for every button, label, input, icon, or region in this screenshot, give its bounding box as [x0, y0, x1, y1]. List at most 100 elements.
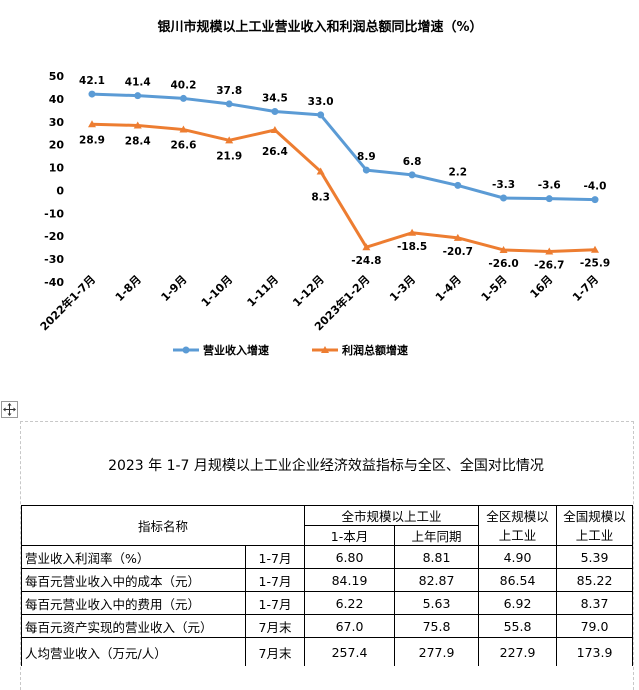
profit-growth-point: [270, 126, 279, 134]
revenue-growth-point: [134, 92, 142, 100]
x-tick-label: 1-4月: [433, 273, 464, 304]
row-city-current: 6.80: [304, 545, 396, 569]
row-city-last-year: 8.81: [394, 545, 480, 569]
x-tick-label: 1-3月: [387, 273, 418, 304]
profit-growth-point: [408, 228, 417, 236]
row-city-current: 257.4: [304, 637, 396, 666]
revenue-data-label: -3.3: [492, 179, 515, 191]
table-row: 人均营业收入（万元/人） 7月末 257.4 277.9 227.9 173.9: [21, 637, 634, 666]
table-container: [20, 421, 634, 690]
revenue-growth-point: [317, 111, 325, 119]
row-indicator-name: 人均营业收入（万元/人）: [21, 637, 246, 666]
row-region: 86.54: [478, 568, 558, 592]
row-city-current: 84.19: [304, 568, 396, 592]
revenue-growth-point: [225, 100, 233, 108]
header-city-last-year: 上年同期: [394, 525, 480, 546]
profit-growth-point: [88, 120, 96, 128]
row-indicator-name: 每百元资产实现的营业收入（元）: [21, 614, 246, 638]
row-indicator-name: 每百元营业收入中的费用（元）: [21, 591, 246, 615]
y-tick-label: 50: [49, 70, 65, 83]
row-city-current: 67.0: [304, 614, 396, 638]
profit-data-label: -20.7: [443, 246, 473, 258]
row-city-current: 6.22: [304, 591, 396, 615]
revenue-growth-point: [408, 171, 416, 179]
revenue-data-label: 41.4: [125, 77, 151, 89]
x-tick-label: 1-7月: [570, 273, 601, 304]
revenue-data-label: -4.0: [584, 181, 607, 193]
revenue-growth-point: [591, 196, 599, 204]
x-tick-label: 1-12月: [290, 273, 326, 309]
row-city-last-year: 277.9: [394, 637, 480, 666]
legend-label: 营业收入增速: [203, 343, 269, 357]
x-tick-label: 1-5月: [479, 273, 510, 304]
row-city-last-year: 82.87: [394, 568, 480, 592]
header-nation: 全国规模以上工业: [556, 505, 634, 546]
x-tick-label: 16月: [528, 273, 556, 301]
legend-marker: [182, 346, 190, 354]
profit-data-label: 26.6: [170, 140, 196, 152]
header-nation-text: 全国规模以上工业: [563, 508, 626, 543]
header-city-current: 1-本月: [304, 525, 396, 546]
profit-data-label: -26.7: [534, 260, 564, 272]
profit-growth-point: [545, 247, 554, 255]
row-region: 4.90: [478, 545, 558, 569]
x-tick-label: 1-9月: [159, 273, 190, 304]
y-tick-label: 0: [56, 184, 64, 197]
row-period: 7月末: [244, 637, 306, 666]
revenue-data-label: -3.6: [538, 180, 561, 192]
revenue-data-label: 2.2: [449, 166, 468, 178]
table-title: 2023 年 1-7 月规模以上工业企业经济效益指标与全区、全国对比情况: [108, 458, 544, 474]
row-nation: 79.0: [556, 614, 634, 638]
y-tick-label: 40: [49, 93, 65, 106]
revenue-data-label: 6.8: [403, 156, 422, 168]
profit-growth-point: [362, 243, 371, 251]
revenue-growth-point: [179, 94, 187, 102]
profit-growth-point: [133, 121, 142, 129]
revenue-data-label: 33.0: [308, 96, 334, 108]
revenue-growth-point: [271, 107, 279, 115]
chart-title: 银川市规模以上工业营业收入和利润总额同比增速（%）: [157, 19, 482, 35]
legend-label: 利润总额增速: [342, 343, 408, 357]
profit-growth-point: [591, 245, 599, 253]
row-indicator-name: 营业收入利润率（%）: [21, 545, 246, 569]
revenue-data-label: 8.9: [357, 151, 376, 163]
profit-data-label: -24.8: [351, 255, 381, 267]
profit-data-label: 28.4: [125, 135, 151, 147]
profit-growth-point: [499, 245, 508, 253]
line-chart: 银川市规模以上工业营业收入和利润总额同比增速（%） 50 40 30 20 10 0 -10…: [37, 19, 610, 357]
x-tick-label: 1-11月: [245, 273, 281, 309]
y-tick-label: 30: [49, 116, 65, 129]
profit-growth-point: [316, 167, 325, 175]
row-period: 1-7月: [244, 591, 306, 615]
revenue-growth-point: [362, 166, 370, 174]
table-row: 每百元资产实现的营业收入（元） 7月末 67.0 75.8 55.8 79.0: [21, 614, 634, 638]
row-period: 1-7月: [244, 545, 306, 569]
revenue-data-label: 42.1: [79, 75, 105, 87]
profit-growth-point: [179, 125, 188, 133]
row-indicator-name: 每百元营业收入中的成本（元）: [21, 568, 246, 592]
row-region: 55.8: [478, 614, 558, 638]
profit-data-label: 28.9: [79, 134, 105, 146]
row-nation: 5.39: [556, 545, 634, 569]
profit-data-label: -25.9: [580, 258, 610, 270]
table-row: 营业收入利润率（%） 1-7月 6.80 8.81 4.90 5.39: [21, 545, 634, 569]
header-indicator: 指标名称: [20, 505, 306, 546]
row-nation: 173.9: [556, 637, 634, 666]
header-city-group: 全市规模以上工业: [304, 505, 480, 526]
profit-data-label: 21.9: [216, 150, 242, 162]
revenue-data-label: 37.8: [216, 85, 242, 97]
row-region: 6.92: [478, 591, 558, 615]
revenue-growth-point: [88, 90, 96, 98]
profit-growth-point: [453, 233, 462, 241]
profit-data-label: -18.5: [397, 241, 427, 253]
profit-data-label: 26.4: [262, 146, 288, 158]
row-period: 7月末: [244, 614, 306, 638]
revenue-growth-line: [91, 92, 596, 202]
header-region-text: 全区规模以上工业: [486, 508, 549, 543]
row-period: 1-7月: [244, 568, 306, 592]
y-tick-label: 20: [49, 139, 65, 152]
row-nation: 85.22: [556, 568, 634, 592]
table-move-handle-icon[interactable]: [1, 401, 18, 418]
revenue-growth-point: [454, 181, 462, 189]
row-city-last-year: 5.63: [394, 591, 480, 615]
